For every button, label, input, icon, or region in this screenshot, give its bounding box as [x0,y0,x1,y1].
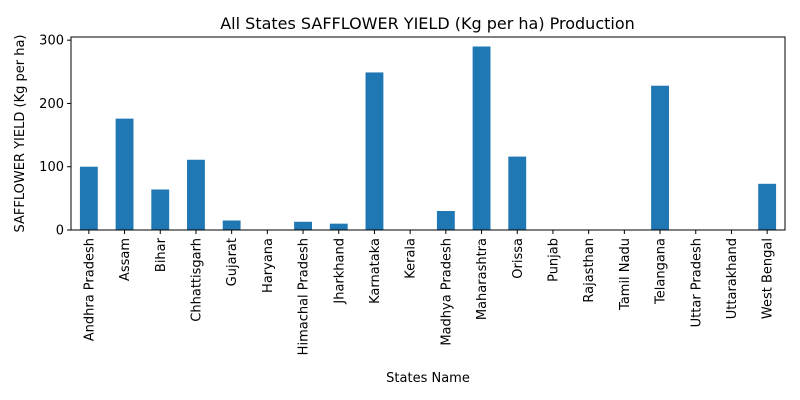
x-tick-label: Bihar [154,237,169,272]
x-tick-label: Andhra Pradesh [82,238,97,341]
bar [365,72,384,230]
x-tick-label: Madhya Pradesh [439,238,454,346]
bar [508,156,527,230]
y-axis-ticks: 0 100 200 300 [39,34,71,239]
x-axis-ticks: Andhra Pradesh Assam Bihar Chhattisgarh Guja… [82,230,776,355]
x-tick-label: Chhattisgarh [189,238,204,322]
y-tick-label: 100 [39,160,64,175]
x-tick-label: Haryana [261,238,276,293]
y-tick-label: 300 [39,34,64,49]
y-axis-label: SAFFLOWER YIELD (Kg per ha) [13,35,28,233]
plot-frame [70,36,786,231]
bar [758,183,777,230]
x-tick-label: Karnataka [368,238,383,304]
x-tick-label: Uttar Pradesh [689,238,704,327]
x-tick-label: Orissa [511,238,526,279]
chart-title: All States SAFFLOWER YIELD (Kg per ha) P… [220,14,635,33]
x-tick-label: Himachal Pradesh [297,238,312,355]
bar [115,118,134,230]
x-tick-label: Punjab [546,238,561,282]
bar [651,85,669,230]
x-axis-label: States Name [386,371,470,386]
x-tick-label: Tamil Nadu [618,238,633,311]
bar [222,220,241,230]
x-tick-label: Rajasthan [582,238,597,303]
x-tick-label: Jharkhand [332,238,347,305]
bar [79,166,98,230]
bar [329,223,348,230]
x-tick-label: Uttarakhand [725,238,740,319]
bar [472,46,491,230]
bar [294,221,312,230]
x-tick-label: Kerala [404,238,419,279]
x-tick-label: Telangana [654,238,669,305]
y-tick-label: 0 [56,224,64,239]
bar [187,159,205,230]
x-tick-label: West Bengal [761,238,776,319]
bar [151,189,170,230]
x-tick-label: Gujarat [225,238,240,286]
x-tick-label: Assam [118,238,133,281]
x-tick-label: Maharashtra [475,238,490,320]
bars-group [79,46,777,230]
y-tick-label: 200 [39,97,64,112]
bar [436,211,455,230]
